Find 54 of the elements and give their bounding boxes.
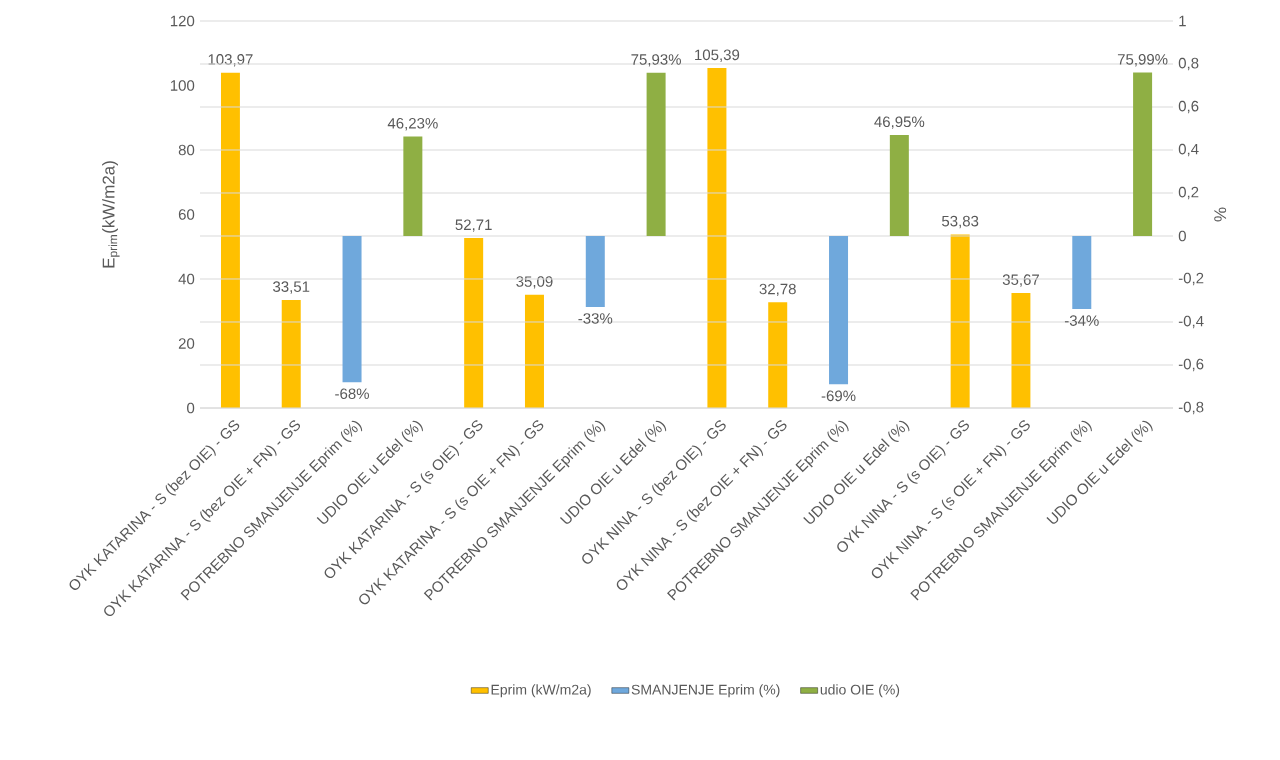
y-tick-label: 60: [178, 209, 195, 220]
bar: [829, 235, 849, 385]
bar: [281, 299, 301, 408]
bar: [1072, 235, 1092, 310]
bar: [950, 234, 970, 408]
data-label: 105,39: [695, 49, 740, 62]
bar: [1133, 72, 1153, 236]
bar: [524, 294, 544, 408]
bar: [220, 72, 240, 408]
y2-tick-label: 0,8: [1178, 57, 1199, 71]
y2-axis-title: %: [1214, 207, 1227, 222]
data-label: -68%: [335, 388, 369, 400]
data-label: -33%: [578, 313, 613, 324]
y-tick-label: 120: [170, 15, 195, 27]
bar: [768, 302, 788, 408]
bar: [464, 238, 484, 408]
bar: [1011, 292, 1031, 408]
bar: [342, 235, 362, 383]
data-label: 75,99%: [1117, 54, 1168, 67]
y2-tick-label: 0,2: [1178, 186, 1199, 200]
y2-tick-label: -0,8: [1178, 401, 1204, 415]
legend-label: Eprim (kW/m2a): [491, 684, 591, 698]
legend-label: udio OIE (%): [820, 684, 900, 698]
bar: [707, 68, 727, 408]
y2-tick-label: -0,2: [1178, 272, 1204, 286]
data-label: 35,09: [516, 276, 553, 289]
data-label: 53,83: [941, 215, 979, 229]
legend-label: SMANJENJE Eprim (%): [631, 684, 780, 698]
data-label: 52,71: [455, 219, 492, 232]
data-label: 46,95%: [874, 116, 925, 129]
data-label: 32,78: [759, 283, 796, 297]
y2-tick-label: 0: [1178, 230, 1186, 242]
y-tick-label: 80: [178, 144, 195, 156]
y-tick-label: 100: [170, 80, 195, 91]
y-tick-label: 20: [178, 338, 195, 349]
bar: [889, 135, 909, 236]
y2-tick-label: 0,4: [1178, 143, 1199, 157]
data-label: 33,51: [273, 281, 310, 294]
y2-tick-label: 1: [1179, 15, 1186, 27]
y-tick-label: 40: [178, 273, 195, 285]
data-label: 46,23%: [387, 118, 438, 131]
data-label: 103,97: [208, 54, 253, 67]
data-label: -69%: [821, 390, 856, 402]
data-label: 35,67: [1002, 274, 1039, 287]
data-label: -34%: [1064, 315, 1099, 326]
y2-tick-label: -0,4: [1178, 315, 1204, 329]
data-label: 75,93%: [631, 54, 681, 67]
bar: [646, 72, 666, 236]
y2-tick-label: 0,6: [1178, 100, 1199, 114]
y-axis-title: E$_{prim}$(kW/m2a): [102, 161, 120, 268]
y2-tick-label: -0,6: [1178, 358, 1204, 372]
y-tick-label: 0: [187, 402, 195, 414]
bar: [403, 136, 423, 236]
bar: [585, 235, 605, 307]
